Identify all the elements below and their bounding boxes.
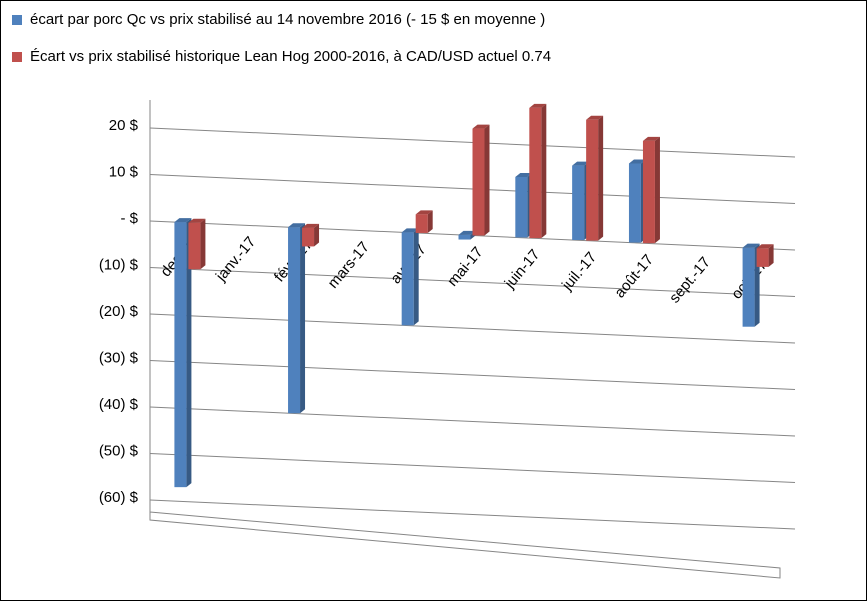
grid-line	[149, 267, 796, 298]
bar	[628, 163, 641, 243]
y-tick-label: 20 $	[109, 117, 139, 134]
bar-top	[302, 223, 320, 228]
y-tick-label: (60) $	[99, 489, 139, 506]
legend-swatch	[12, 15, 22, 25]
legend-label: Écart vs prix stabilisé historique Lean …	[30, 48, 551, 65]
bar-top	[174, 218, 192, 223]
grid-line	[149, 453, 796, 484]
bar	[515, 176, 528, 238]
bar-top	[756, 244, 774, 249]
bar-side	[598, 115, 604, 241]
y-tick-label: - $	[120, 210, 138, 227]
bar-top	[472, 124, 490, 129]
bar-side	[541, 103, 547, 239]
grid-line	[149, 313, 796, 344]
bar-side	[654, 136, 660, 244]
bar-side	[413, 228, 419, 326]
bar	[288, 227, 301, 414]
bar-top	[288, 223, 306, 228]
bar	[756, 248, 769, 267]
y-tick-label: (30) $	[99, 349, 139, 366]
bar-top	[188, 218, 206, 223]
y-tick-label: (20) $	[99, 303, 139, 320]
bar	[529, 107, 542, 239]
bar-top	[515, 172, 533, 177]
bar	[458, 234, 471, 240]
bar-side	[300, 223, 306, 414]
bar	[642, 140, 655, 244]
bar-top	[628, 159, 646, 164]
bar-side	[314, 223, 320, 247]
legend-label: écart par porc Qc vs prix stabilisé au 1…	[30, 11, 545, 28]
grid-line	[149, 499, 796, 530]
bar	[472, 128, 485, 236]
bar	[188, 222, 201, 270]
bar-top	[642, 136, 660, 141]
bar	[572, 165, 585, 240]
y-tick-label: 10 $	[109, 163, 139, 180]
bar-side	[484, 124, 490, 236]
bar-top	[529, 103, 547, 108]
y-tick-label: (50) $	[99, 442, 139, 459]
y-tick-label: (40) $	[99, 396, 139, 413]
bar-top	[415, 210, 433, 215]
bar	[302, 227, 315, 247]
bar	[401, 232, 414, 326]
bar-top	[742, 243, 760, 248]
bar-side	[186, 218, 192, 488]
bar	[174, 222, 187, 488]
bar-side	[427, 210, 433, 233]
bar-side	[200, 218, 206, 270]
y-tick-label: (10) $	[99, 256, 139, 273]
bar	[415, 214, 428, 233]
grid-line	[149, 406, 796, 437]
grid-line	[149, 360, 796, 391]
bar	[586, 119, 599, 241]
bar-top	[458, 230, 476, 235]
legend-swatch	[12, 52, 22, 62]
bar-top	[572, 161, 590, 166]
bar	[742, 247, 755, 327]
bar-top	[401, 228, 419, 233]
bar-side	[768, 244, 774, 267]
bar-top	[586, 115, 604, 120]
